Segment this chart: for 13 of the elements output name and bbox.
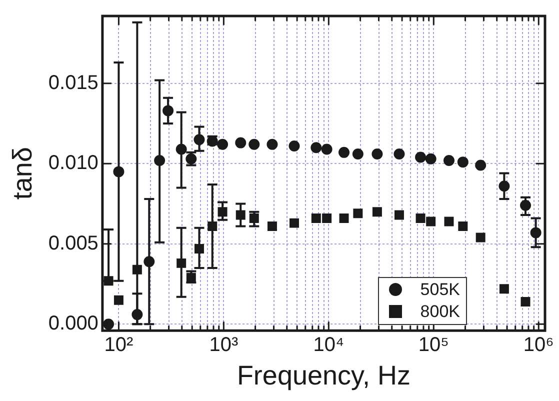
x-tick-label: 10⁵	[418, 334, 449, 356]
y-axis-title: tanδ	[8, 147, 38, 200]
y-tick-label: 0.015	[48, 72, 98, 94]
x-tick-label: 10⁴	[313, 334, 344, 356]
legend-label: 800K	[420, 300, 460, 323]
x-axis-title: Frequency, Hz	[236, 360, 411, 390]
x-tick-label: 10²	[104, 334, 134, 356]
legend-label: 505K	[420, 278, 460, 301]
y-tick-label: 0.005	[48, 232, 98, 254]
x-tick-label: 10⁶	[523, 334, 554, 356]
y-tick-label: 0.010	[48, 152, 98, 174]
y-tick-label: 0.000	[48, 312, 98, 335]
x-tick-label: 10³	[209, 334, 238, 356]
